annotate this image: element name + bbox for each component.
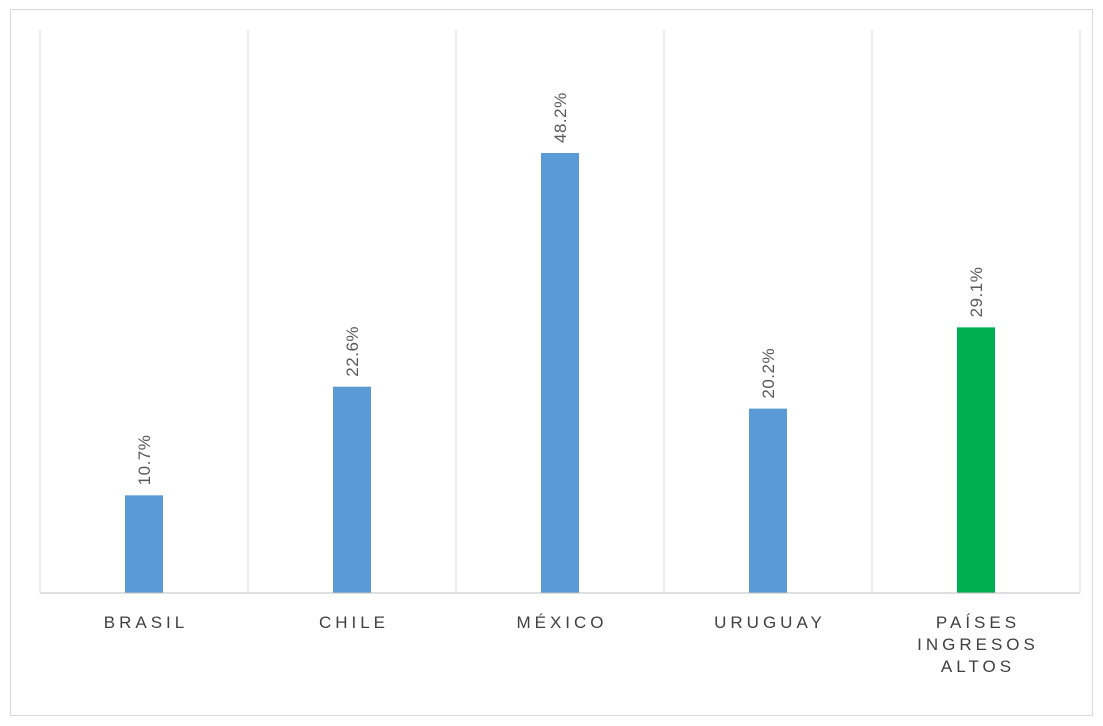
category-label: CHILE <box>319 613 389 632</box>
category-label-line: INGRESOS <box>917 635 1039 654</box>
category-label-line: ALTOS <box>941 657 1015 676</box>
bar <box>957 327 995 593</box>
data-labels: 10.7% 22.6% 48.2% 20.2% 29.1% <box>135 92 986 485</box>
category-label-line: PAÍSES <box>936 613 1020 632</box>
data-label: 20.2% <box>759 348 778 399</box>
category-label-line: URUGUAY <box>714 613 826 632</box>
category-label: PAÍSES INGRESOS ALTOS <box>917 613 1039 676</box>
category-label-line: CHILE <box>319 613 389 632</box>
bars <box>125 153 995 593</box>
bar <box>541 153 579 593</box>
category-label: BRASIL <box>104 613 188 632</box>
grid-lines <box>39 30 1081 593</box>
category-label: URUGUAY <box>714 613 826 632</box>
data-label: 29.1% <box>967 267 986 318</box>
data-label: 48.2% <box>551 92 570 143</box>
data-label: 22.6% <box>343 326 362 377</box>
category-label: MÉXICO <box>516 613 607 632</box>
category-label-line: BRASIL <box>104 613 188 632</box>
category-label-line: MÉXICO <box>516 613 607 632</box>
bar <box>125 495 163 593</box>
bar <box>749 408 787 593</box>
category-labels: BRASIL CHILE MÉXICO URUGUAY PAÍSES INGRESOS AL… <box>104 613 1039 676</box>
data-label: 10.7% <box>135 435 154 486</box>
chart-frame: BRASIL CHILE MÉXICO URUGUAY PAÍSES INGRESOS AL… <box>10 9 1093 716</box>
bar <box>333 386 371 593</box>
bar-chart: BRASIL CHILE MÉXICO URUGUAY PAÍSES INGRESOS AL… <box>39 30 1081 676</box>
